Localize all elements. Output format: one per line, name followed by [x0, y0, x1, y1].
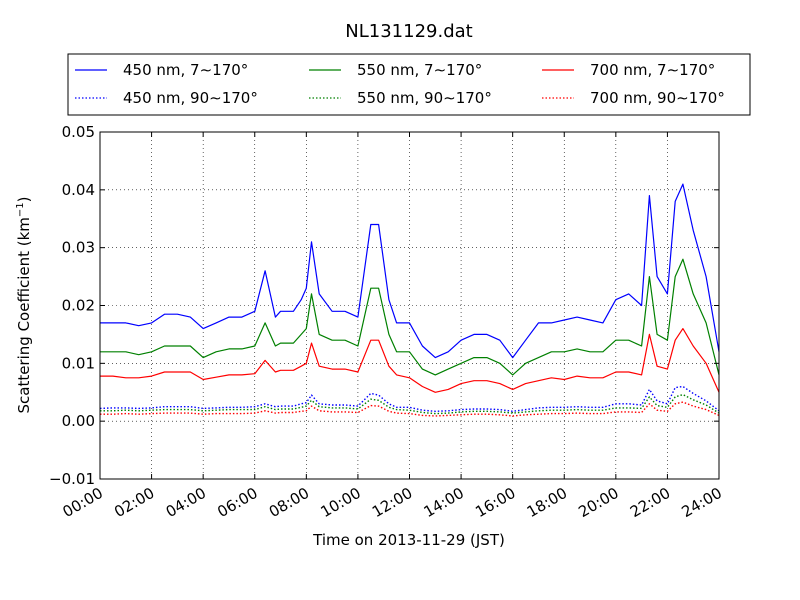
legend-label: 550 nm, 7∼170° [357, 61, 482, 79]
x-tick-label: 20:00 [575, 484, 621, 521]
legend: 450 nm, 7∼170° 550 nm, 7∼170° 700 nm, 7∼17… [67, 53, 751, 116]
x-axis-label: Time on 2013-11-29 (JST) [312, 531, 505, 549]
series-line [100, 401, 720, 417]
series-line [100, 328, 720, 393]
x-tick-label: 22:00 [627, 484, 673, 521]
y-tick-label: 0.03 [62, 239, 95, 257]
x-tick-label: 00:00 [60, 484, 106, 521]
x-tick-label: 08:00 [266, 484, 312, 521]
y-tick-label: 0.00 [62, 412, 95, 430]
y-axis-label-main: Scattering Coefficient (km [15, 217, 33, 413]
legend-label: 550 nm, 90∼170° [357, 89, 492, 107]
x-tick-label: 12:00 [369, 484, 415, 521]
chart-title: NL131129.dat [345, 21, 472, 42]
x-tick-label: 06:00 [214, 484, 260, 521]
legend-label: 700 nm, 7∼170° [590, 61, 715, 79]
y-axis-label-exponent: −1 [15, 202, 26, 217]
series-line [99, 385, 720, 412]
x-tick-label: 10:00 [317, 484, 363, 521]
y-axis: −0.01 0.00 0.01 0.02 0.03 0.04 0.05 [49, 123, 719, 488]
series-line [100, 183, 720, 359]
x-tick-label: 02:00 [111, 484, 157, 521]
y-tick-label: 0.01 [62, 354, 95, 372]
y-axis-label: Scattering Coefficient (km−1) [15, 196, 33, 413]
legend-label: 450 nm, 7∼170° [123, 61, 248, 79]
x-tick-label: 18:00 [524, 484, 570, 521]
y-tick-label: 0.04 [62, 181, 95, 199]
plot-area: 00:00 02:00 04:00 06:00 08:00 10:00 12:00 14:00… [49, 123, 725, 521]
series-line [100, 258, 720, 376]
x-tick-label: 16:00 [472, 484, 518, 521]
y-tick-label: −0.01 [49, 470, 95, 488]
y-axis-label-close: ) [15, 196, 33, 202]
x-tick-label: 04:00 [163, 484, 209, 521]
x-tick-label: 24:00 [679, 484, 725, 521]
legend-label: 450 nm, 90∼170° [123, 89, 258, 107]
y-tick-label: 0.05 [62, 123, 95, 141]
plot-frame [100, 132, 719, 479]
legend-frame [67, 53, 751, 116]
series-layer [99, 183, 720, 417]
legend-label: 700 nm, 90∼170° [590, 89, 725, 107]
series-line [100, 393, 720, 415]
y-tick-label: 0.02 [62, 297, 95, 315]
x-tick-label: 14:00 [421, 484, 467, 521]
